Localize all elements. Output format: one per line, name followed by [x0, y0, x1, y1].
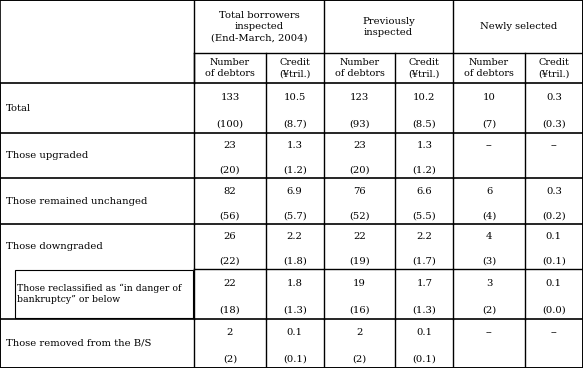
Text: Those downgraded: Those downgraded [6, 242, 103, 251]
Text: Those reclassified as “in danger of
bankruptcy” or below: Those reclassified as “in danger of bank… [17, 284, 182, 304]
Text: 0.1: 0.1 [546, 232, 562, 241]
Text: 23: 23 [353, 141, 366, 150]
Text: --: -- [550, 141, 557, 150]
Text: 0.1: 0.1 [546, 279, 562, 288]
Text: (2): (2) [482, 305, 496, 314]
Text: 133: 133 [220, 93, 240, 102]
Text: 19: 19 [353, 279, 366, 288]
Text: (1.8): (1.8) [283, 256, 307, 266]
Text: (100): (100) [216, 119, 244, 128]
Text: 6.9: 6.9 [287, 187, 303, 195]
Text: 1.3: 1.3 [416, 141, 432, 150]
Text: 1.3: 1.3 [287, 141, 303, 150]
Text: --: -- [486, 328, 493, 337]
Text: (19): (19) [349, 256, 370, 266]
Text: Total borrowers
inspected
(End-March, 2004): Total borrowers inspected (End-March, 20… [211, 11, 307, 42]
Text: (8.7): (8.7) [283, 119, 307, 128]
Text: 26: 26 [224, 232, 236, 241]
Text: 0.3: 0.3 [546, 187, 562, 195]
Text: 0.3: 0.3 [546, 93, 562, 102]
Text: 76: 76 [353, 187, 366, 195]
Text: 3: 3 [486, 279, 492, 288]
Text: (0.0): (0.0) [542, 305, 566, 314]
Text: (1.3): (1.3) [412, 305, 436, 314]
Text: Total: Total [6, 104, 31, 113]
Text: 0.1: 0.1 [287, 328, 303, 337]
Text: 6.6: 6.6 [416, 187, 432, 195]
Text: (0.1): (0.1) [412, 355, 436, 364]
Text: (2): (2) [352, 355, 367, 364]
Text: (1.7): (1.7) [412, 256, 436, 266]
Text: (0.1): (0.1) [542, 256, 566, 266]
Text: (0.1): (0.1) [283, 355, 307, 364]
Text: Those removed from the B/S: Those removed from the B/S [6, 339, 151, 348]
Text: 10: 10 [483, 93, 496, 102]
Text: 22: 22 [224, 279, 236, 288]
Text: (18): (18) [220, 305, 240, 314]
Text: (52): (52) [349, 211, 370, 220]
Text: (16): (16) [349, 305, 370, 314]
Text: 10.5: 10.5 [283, 93, 306, 102]
Text: Those remained unchanged: Those remained unchanged [6, 197, 147, 206]
Text: 123: 123 [350, 93, 369, 102]
Text: (20): (20) [349, 166, 370, 174]
Text: (1.2): (1.2) [412, 166, 436, 174]
Text: --: -- [486, 141, 493, 150]
Text: 1.8: 1.8 [287, 279, 303, 288]
Text: 1.7: 1.7 [416, 279, 432, 288]
Text: (7): (7) [482, 119, 496, 128]
Text: 2: 2 [356, 328, 363, 337]
Text: Previously
inspected: Previously inspected [362, 17, 415, 36]
Text: 23: 23 [224, 141, 236, 150]
Text: 10.2: 10.2 [413, 93, 436, 102]
Text: (1.3): (1.3) [283, 305, 307, 314]
Text: (1.2): (1.2) [283, 166, 307, 174]
Text: 22: 22 [353, 232, 366, 241]
Text: (22): (22) [220, 256, 240, 266]
Text: (4): (4) [482, 211, 496, 220]
Text: 4: 4 [486, 232, 492, 241]
Bar [15, 270, 193, 318]
Text: 2.2: 2.2 [287, 232, 303, 241]
Text: Number
of debtors: Number of debtors [335, 58, 384, 78]
Text: (5.7): (5.7) [283, 211, 307, 220]
Text: (2): (2) [223, 355, 237, 364]
Text: (0.3): (0.3) [542, 119, 566, 128]
Text: Credit
(¥tril.): Credit (¥tril.) [279, 58, 310, 78]
Text: Those upgraded: Those upgraded [6, 151, 88, 160]
Text: (8.5): (8.5) [412, 119, 436, 128]
Text: (5.5): (5.5) [412, 211, 436, 220]
Text: --: -- [550, 328, 557, 337]
Text: 2: 2 [227, 328, 233, 337]
Text: (56): (56) [220, 211, 240, 220]
Text: (20): (20) [220, 166, 240, 174]
Text: (3): (3) [482, 256, 496, 266]
Text: (93): (93) [349, 119, 370, 128]
Text: 2.2: 2.2 [416, 232, 432, 241]
Text: (0.2): (0.2) [542, 211, 566, 220]
Text: Number
of debtors: Number of debtors [464, 58, 514, 78]
Text: 82: 82 [224, 187, 236, 195]
Text: 6: 6 [486, 187, 492, 195]
Text: Credit
(¥tril.): Credit (¥tril.) [409, 58, 440, 78]
Text: Number
of debtors: Number of debtors [205, 58, 255, 78]
Text: Credit
(¥tril.): Credit (¥tril.) [538, 58, 570, 78]
Text: Newly selected: Newly selected [480, 22, 557, 31]
Text: 0.1: 0.1 [416, 328, 432, 337]
